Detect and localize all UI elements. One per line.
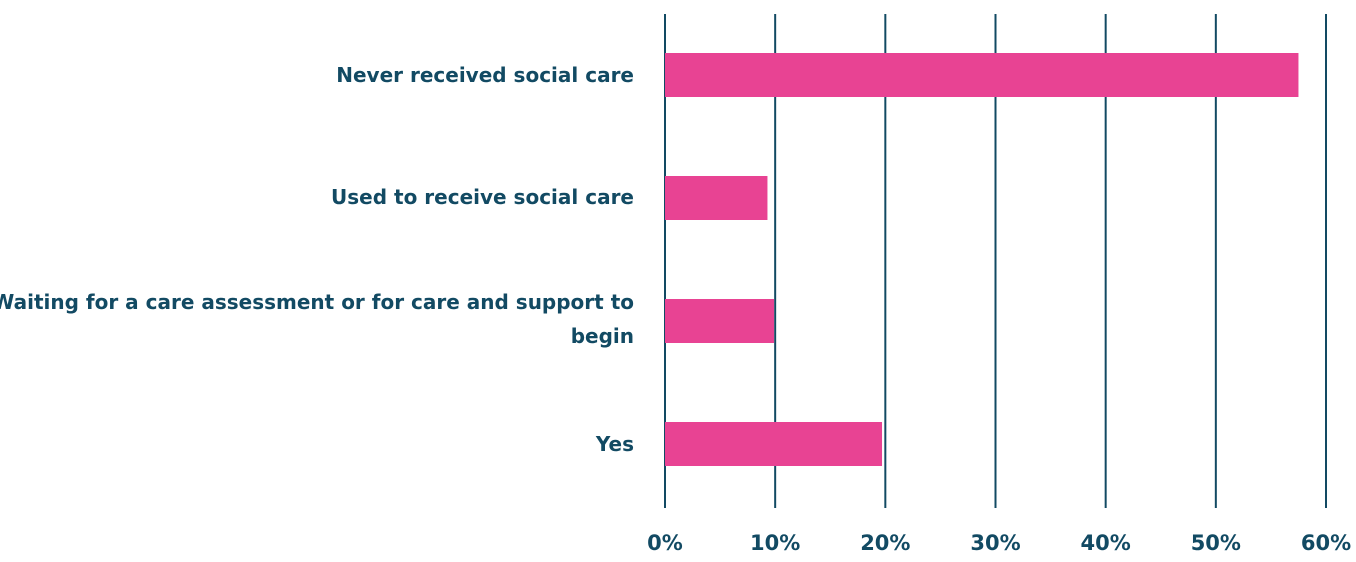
bar-1 [665, 176, 768, 220]
bar-0 [665, 53, 1299, 97]
tick-label-50: 50% [1191, 531, 1241, 555]
tick-label-20: 20% [860, 531, 910, 555]
category-label-never-received: Never received social care [336, 63, 634, 87]
category-label-waiting: Waiting for a care assessment or for car… [0, 290, 634, 348]
tick-label-10: 10% [750, 531, 800, 555]
tick-label-60: 60% [1301, 531, 1351, 555]
tick-label-30: 30% [970, 531, 1020, 555]
bar-2 [665, 299, 775, 343]
category-label-used-to-receive: Used to receive social care [331, 185, 634, 209]
tick-label-0: 0% [647, 531, 683, 555]
category-label-yes: Yes [595, 432, 634, 456]
bar-3 [665, 422, 883, 466]
tick-label-40: 40% [1081, 531, 1131, 555]
